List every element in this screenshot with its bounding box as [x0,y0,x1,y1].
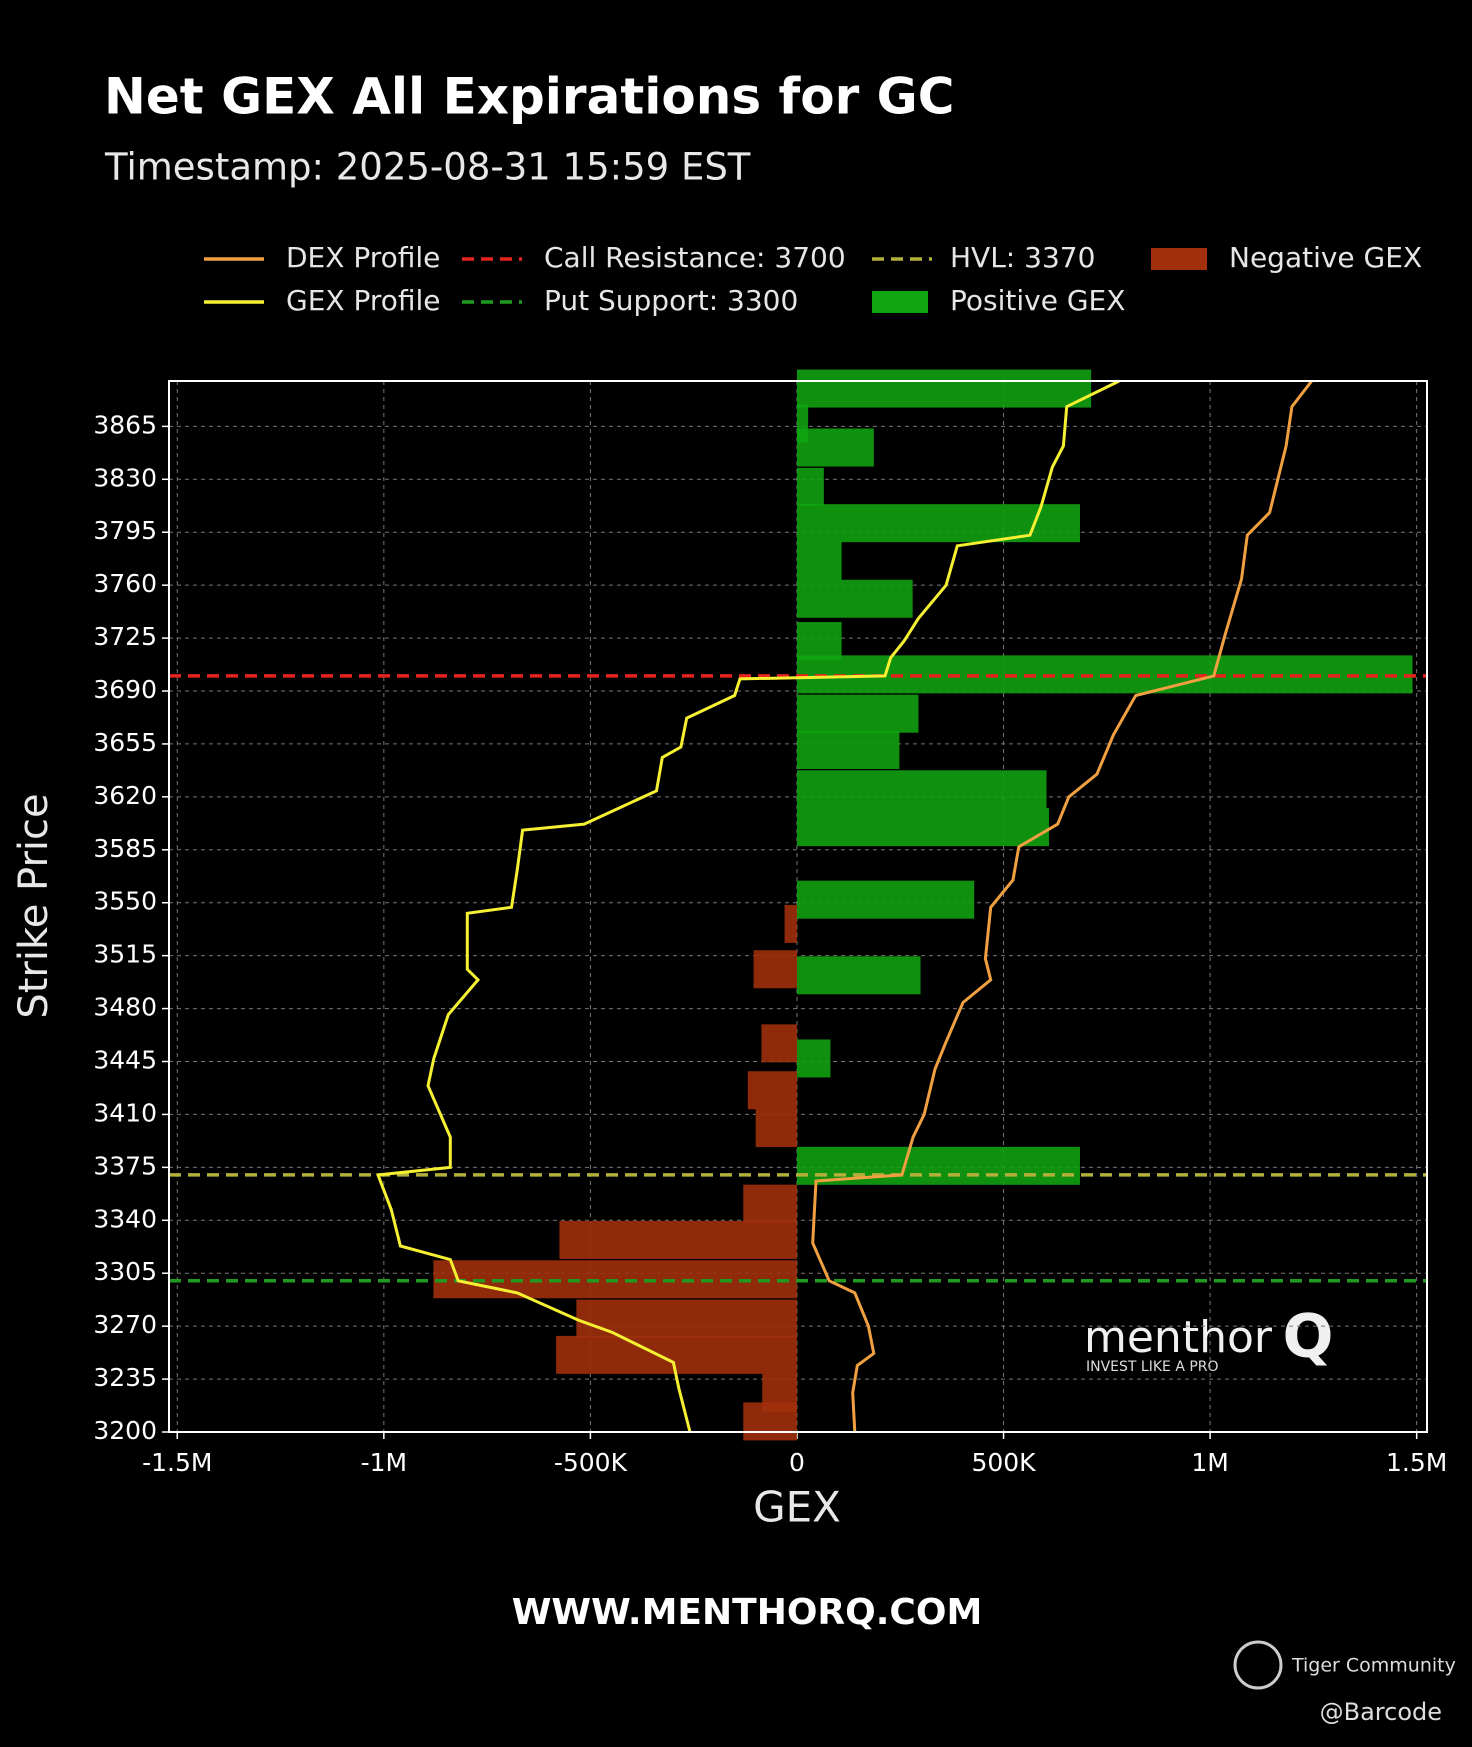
profile-line [375,379,1120,1433]
bar [761,1024,797,1063]
bar [796,956,921,995]
legend-label: HVL: 3370 [950,241,1095,274]
bar [743,1184,797,1223]
bar [747,1071,797,1110]
chart-subtitle: Timestamp: 2025-08-31 15:59 EST [104,146,751,189]
bar [796,579,913,618]
plot-frame [168,380,1428,1433]
legend-swatch [872,291,928,313]
y-tick-label: 3480 [93,993,157,1022]
y-tick-label: 3515 [93,940,157,969]
y-tick-label: 3725 [93,622,157,651]
x-axis-label: GEX [753,1483,841,1532]
y-tick-label: 3235 [93,1363,157,1392]
bar [796,541,842,580]
y-tick-label: 3305 [93,1257,157,1286]
handle: @Barcode [1320,1698,1442,1726]
brand-mark: Q [1282,1302,1333,1372]
bar [796,730,900,769]
x-tick-label: 1.5M [1386,1448,1447,1477]
y-tick-label: 3340 [93,1204,157,1233]
bar [796,404,809,443]
x-tick-label: 500K [971,1448,1036,1477]
bar [796,622,842,661]
tagline: INVEST LIKE A PRO [1086,1359,1219,1375]
y-tick-label: 3375 [93,1151,157,1180]
bar [796,428,874,467]
bar [755,1109,797,1148]
community: Tiger Community [1291,1655,1456,1677]
bar [796,880,975,919]
y-tick-label: 3270 [93,1310,157,1339]
y-tick-label: 3445 [93,1046,157,1075]
x-tick-label: -1.5M [142,1448,212,1477]
bar [784,904,797,943]
x-tick-label: 0 [789,1448,805,1477]
y-tick-label: 3200 [93,1416,157,1445]
bar [559,1220,797,1259]
y-tick-label: 3760 [93,569,157,598]
legend-swatch [1151,248,1207,270]
bar [743,1402,797,1441]
x-tick-label: 1M [1191,1448,1228,1477]
legend-label: GEX Profile [286,284,441,317]
y-tick-label: 3865 [93,410,157,439]
bar [796,808,1049,847]
website: WWW.MENTHORQ.COM [512,1592,983,1633]
y-tick-label: 3585 [93,834,157,863]
x-tick-label: -1M [361,1448,408,1477]
legend-label: Put Support: 3300 [544,284,798,317]
community-icon [1233,1640,1283,1690]
y-tick-label: 3550 [93,887,157,916]
legend-label: Negative GEX [1229,241,1422,274]
legend-label: Positive GEX [950,284,1125,317]
bar [796,369,1092,408]
bar [796,467,824,506]
bar [796,694,919,733]
y-tick-label: 3410 [93,1098,157,1127]
y-tick-label: 3690 [93,675,157,704]
profile-line [811,380,1313,1433]
bar [556,1335,797,1374]
brand: menthor [1084,1312,1273,1363]
bar [796,504,1080,543]
legend-label: DEX Profile [286,241,440,274]
bar [796,1039,831,1078]
y-tick-label: 3620 [93,781,157,810]
chart-title: Net GEX All Expirations for GC [104,68,954,126]
y-tick-label: 3795 [93,516,157,545]
y-axis-label: Strike Price [11,793,57,1018]
x-tick-label: -500K [554,1448,628,1477]
bar [796,770,1047,809]
bar [753,950,797,989]
legend-label: Call Resistance: 3700 [544,241,846,274]
y-tick-label: 3655 [93,728,157,757]
y-tick-label: 3830 [93,463,157,492]
